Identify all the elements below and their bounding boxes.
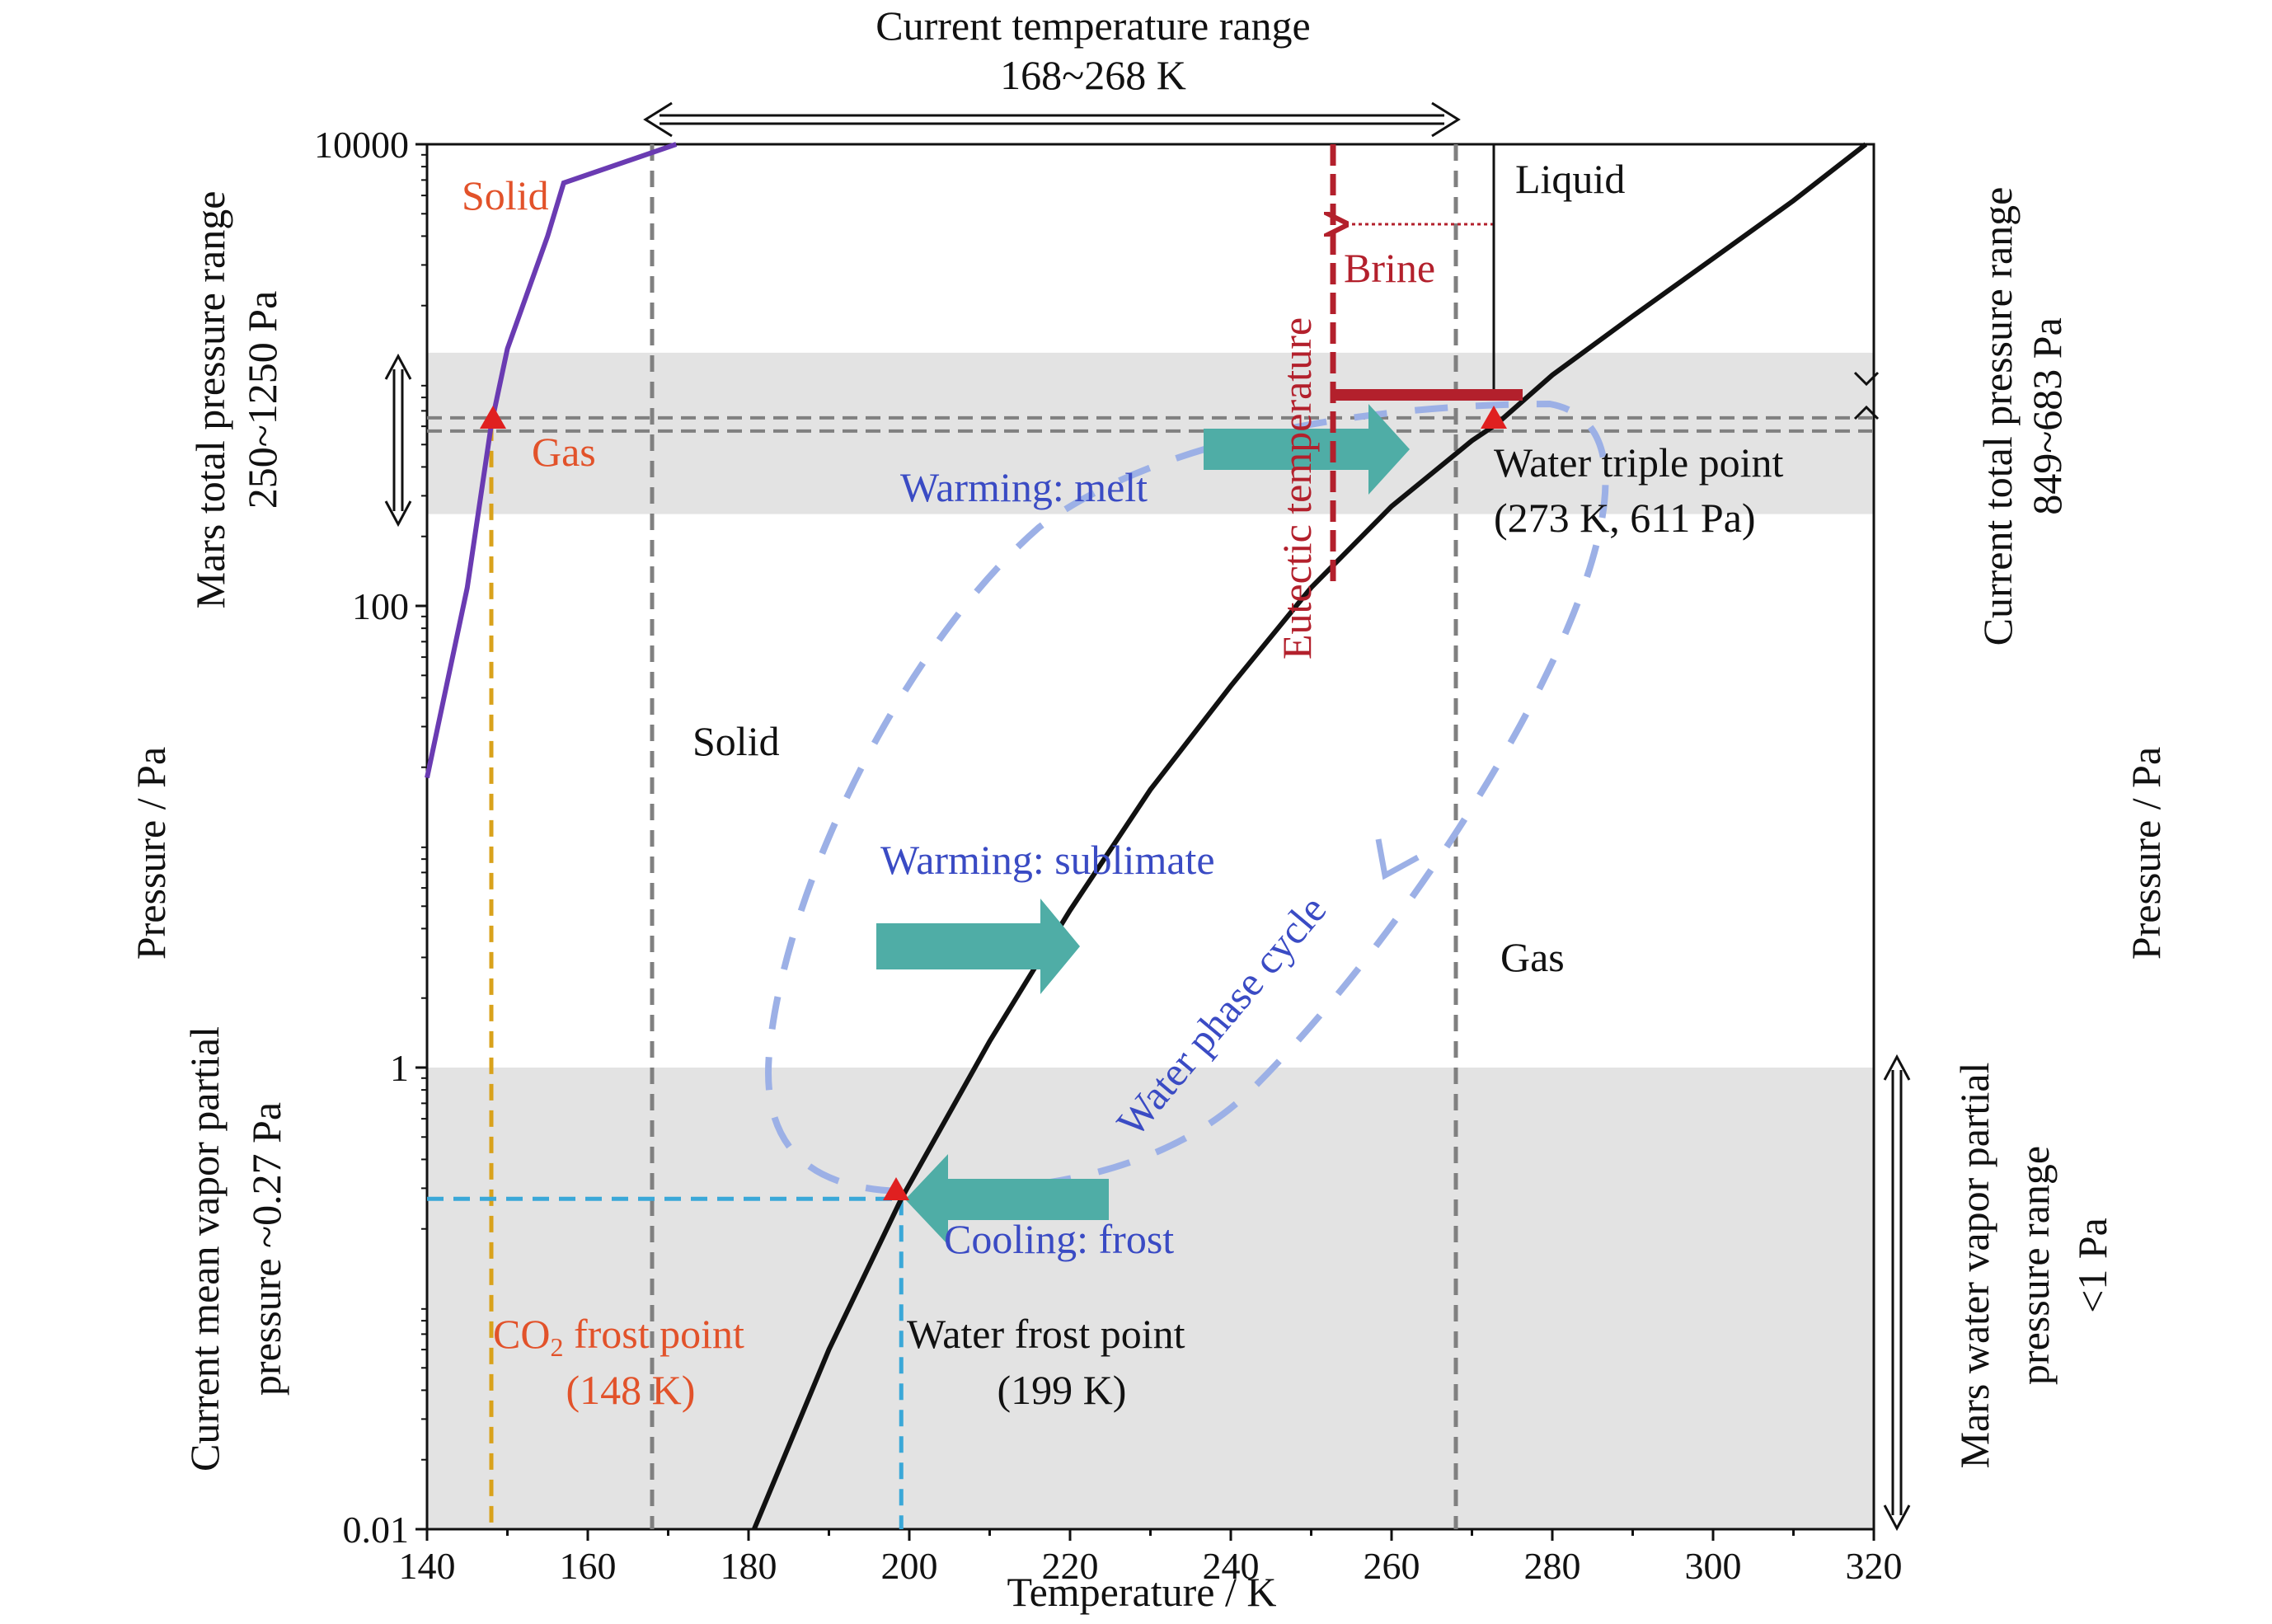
left-vapor-title: Current mean vapor partial (181, 1026, 228, 1471)
water-frost-name: Water frost point (907, 1311, 1185, 1357)
triple-point-name: Water triple point (1494, 439, 1784, 486)
co2-frost-temp: (148 K) (566, 1367, 696, 1413)
y-tick-label: 100 (352, 585, 409, 627)
water-frost-temp: (199 K) (998, 1367, 1127, 1413)
x-tick-label: 320 (1846, 1545, 1903, 1587)
y-tick-label: 10000 (314, 124, 409, 166)
x-axis-label: Temperature / K (1007, 1569, 1277, 1615)
right-total-value: 849~683 Pa (2024, 317, 2070, 515)
vapor-pressure-band (427, 1068, 1874, 1529)
eutectic-label: Eutectic temperature (1274, 317, 1320, 659)
y-axis-label-left: Pressure / Pa (128, 747, 174, 960)
x-tick-label: 200 (881, 1545, 938, 1587)
y-tick-label: 0.01 (343, 1509, 410, 1551)
right-vapor-line1: Mars water vapor partial (1951, 1063, 1997, 1469)
left-pressure-range-arrow (384, 353, 412, 528)
right-vapor-line2: pressure range (2011, 1146, 2058, 1385)
x-tick-label: 180 (721, 1545, 777, 1587)
left-total-pressure-title: Mars total pressure range (187, 191, 233, 609)
co2-gas-label: Gas (532, 429, 596, 475)
cycle-arrowhead (1375, 838, 1420, 880)
y-tick-label: 1 (390, 1047, 409, 1089)
co2-frost-label: CO2 frost point (493, 1311, 744, 1362)
x-tick-label: 220 (1042, 1545, 1099, 1587)
water-solid-label: Solid (692, 718, 780, 764)
water-gas-label: Gas (1500, 934, 1565, 980)
left-vapor-value: pressure ~0.27 Pa (243, 1102, 289, 1396)
top-range-title: Current temperature range (875, 2, 1311, 49)
right-vapor-line3: <1 Pa (2069, 1218, 2115, 1313)
warming-melt-label: Warming: melt (900, 464, 1148, 510)
cooling-frost-arrow (905, 1154, 1109, 1245)
right-pressure-range-arrow (1853, 371, 1880, 420)
water-phase-cycle-path (765, 400, 1609, 1195)
water-frost-marker (883, 1177, 909, 1200)
water-triple-marker (1481, 406, 1507, 429)
cooling-frost-label: Cooling: frost (944, 1216, 1174, 1262)
temperature-range-arrow (643, 101, 1461, 138)
series-line-0 (752, 142, 1868, 1531)
co2-triple-marker (480, 406, 506, 429)
triple-point-value: (273 K, 611 Pa) (1494, 495, 1756, 541)
co2-solid-label: Solid (462, 172, 549, 218)
total-pressure-band (427, 352, 1874, 514)
co2-frost-suffix: frost point (563, 1311, 744, 1357)
right-vapor-range-arrow (1883, 1054, 1911, 1532)
x-tick-label: 160 (560, 1545, 617, 1587)
co2-frost-prefix: CO (493, 1311, 550, 1357)
series-line-1 (425, 142, 678, 779)
y-axis-label-right: Pressure / Pa (2123, 747, 2169, 960)
co2-frost-subscript: 2 (550, 1332, 563, 1362)
left-total-pressure-value: 250~1250 Pa (239, 291, 285, 509)
x-tick-label: 280 (1524, 1545, 1581, 1587)
brine-label: Brine (1344, 245, 1435, 291)
x-tick-label: 240 (1203, 1545, 1260, 1587)
warming-sublimate-label: Warming: sublimate (880, 837, 1215, 883)
liquid-label: Liquid (1515, 156, 1625, 202)
top-range-value: 168~268 K (1000, 52, 1186, 98)
right-total-title: Current total pressure range (1974, 187, 2021, 646)
warming-melt-arrow (1204, 404, 1410, 495)
x-tick-label: 260 (1364, 1545, 1420, 1587)
brine-bar (1333, 389, 1523, 401)
warming-sublimate-arrow (876, 899, 1080, 994)
x-tick-label: 140 (399, 1545, 456, 1587)
x-tick-label: 300 (1685, 1545, 1742, 1587)
